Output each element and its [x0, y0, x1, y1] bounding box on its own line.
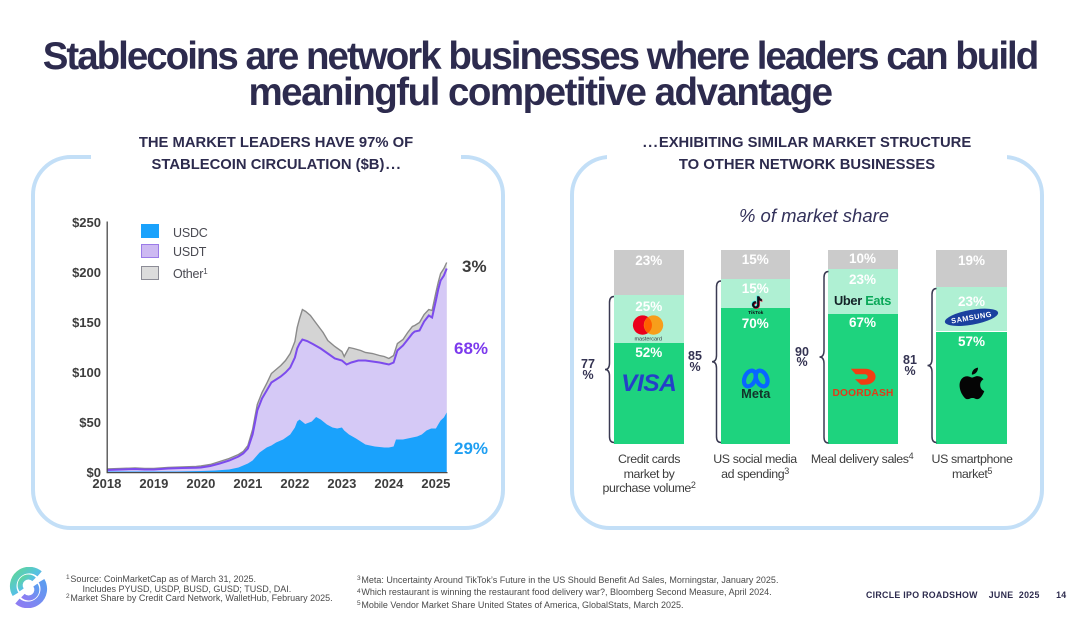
svg-text:Meta: Meta	[741, 386, 771, 401]
svg-text:TikTok: TikTok	[748, 310, 764, 316]
svg-text:DOORDASH: DOORDASH	[832, 388, 893, 399]
svg-text:mastercard: mastercard	[634, 336, 662, 342]
